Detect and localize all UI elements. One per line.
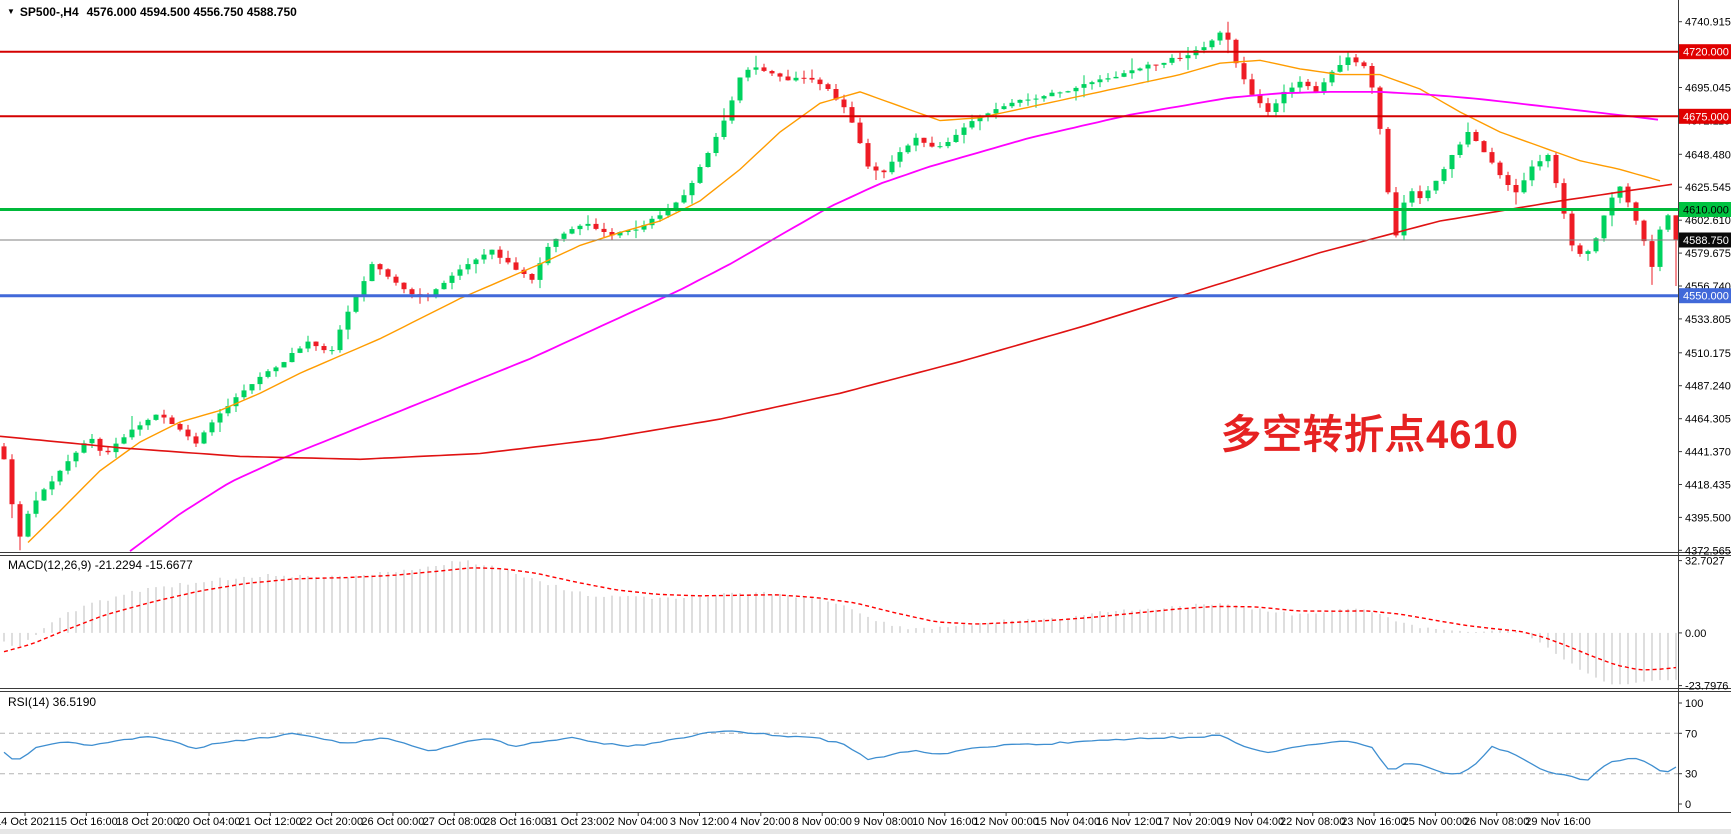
rsi-tick-label: 0 [1685,799,1691,811]
macd-tick-label: 0.00 [1685,628,1706,640]
date-tick-label: 15 Oct 16:00 [55,816,118,828]
bottom-strip [0,829,1731,834]
macd-y-axis: 32.7027 0.00 -23.7976 [1678,556,1728,693]
price-tick-label: 4395.500 [1685,512,1731,524]
level-badge-4610.000-label: 4610.000 [1683,205,1729,217]
price-badges: 4720.000 4675.000 4610.000 4550.000 4588.750 [1679,44,1731,304]
price-tick-label: 4740.915 [1685,17,1731,29]
price-tick-label: 4533.805 [1685,314,1731,326]
price-tick-label: 4602.610 [1685,215,1731,227]
date-tick-label: 15 Nov 04:00 [1035,816,1100,828]
ma-fast-line [27,59,1661,543]
ma-slow-line [0,183,1673,461]
rsi-y-axis: 100 70 30 0 [1678,698,1703,811]
date-tick-label: 2 Nov 04:00 [609,816,668,828]
chart-header: ▼ SP500-,H4 4576.000 4594.500 4556.750 458… [7,5,297,19]
price-tick-label: 4441.370 [1685,447,1731,459]
price-tick-label: 4487.240 [1685,381,1731,393]
date-tick-label: 26 Oct 00:00 [361,816,424,828]
symbol-timeframe-label: SP500-,H4 [19,5,79,19]
macd-signal-line [3,567,1677,671]
date-tick-label: 16 Nov 12:00 [1096,816,1161,828]
date-tick-label: 17 Nov 20:00 [1157,816,1222,828]
price-tick-label: 4625.545 [1685,182,1731,194]
date-tick-label: 18 Oct 20:00 [116,816,179,828]
rsi-tick-label: 70 [1685,728,1697,740]
level-badge-4720.000-label: 4720.000 [1683,47,1729,59]
date-tick-label: 22 Oct 20:00 [300,816,363,828]
price-tick-label: 4695.045 [1685,83,1731,95]
date-tick-label: 19 Nov 04:00 [1219,816,1284,828]
chart-annotation-text: 多空转折点4610 [1221,413,1519,457]
date-tick-label: 26 Nov 08:00 [1464,816,1529,828]
level-badge-4550.000-label: 4550.000 [1683,291,1729,303]
rsi-tick-label: 100 [1685,698,1703,710]
date-tick-label: 23 Nov 16:00 [1341,816,1406,828]
price-tick-label: 4579.675 [1685,248,1731,260]
level-badge-4675.000 [1679,108,1731,124]
date-tick-label: 3 Nov 12:00 [670,816,729,828]
date-tick-label: 14 Oct 2021 [0,816,55,828]
date-tick-label: 29 Nov 16:00 [1525,816,1590,828]
date-tick-label: 12 Nov 00:00 [973,816,1038,828]
date-tick-label: 25 Nov 00:00 [1403,816,1468,828]
macd-tick-label: -23.7976 [1685,681,1728,693]
date-tick-label: 9 Nov 08:00 [854,816,913,828]
macd-tick-label: 32.7027 [1685,556,1725,568]
date-tick-label: 8 Nov 00:00 [793,816,852,828]
date-tick-label: 27 Oct 08:00 [423,816,486,828]
macd-histogram-layer [3,560,1677,685]
date-tick-label: 10 Nov 16:00 [912,816,977,828]
macd-indicator-label: MACD(12,26,9) -21.2294 -15.6677 [8,558,193,572]
date-tick-label: 28 Oct 16:00 [484,816,547,828]
current-price-badge [1679,232,1731,248]
date-tick-label: 20 Oct 04:00 [178,816,241,828]
date-tick-label: 21 Oct 12:00 [239,816,302,828]
date-tick-label: 22 Nov 08:00 [1280,816,1345,828]
price-tick-label: 4418.435 [1685,480,1731,492]
date-tick-label: 4 Nov 20:00 [731,816,790,828]
rsi-line [3,730,1677,781]
price-tick-label: 4510.175 [1685,348,1731,360]
rsi-tick-label: 30 [1685,769,1697,781]
current-price-badge-label: 4588.750 [1683,235,1729,247]
ohlc-values: 4576.000 4594.500 4556.750 4588.750 [86,5,297,19]
ma-mid-line [129,91,1659,552]
level-badge-4550.000 [1679,288,1731,304]
price-tick-label: 4464.305 [1685,414,1731,426]
price-tick-label: 4372.565 [1685,545,1731,557]
date-tick-label: 31 Oct 23:00 [545,816,608,828]
rsi-indicator-label: RSI(14) 36.5190 [8,695,97,709]
price-tick-label: 4648.480 [1685,149,1731,161]
level-badge-4610.000 [1679,202,1731,217]
level-badge-4720.000 [1679,44,1731,60]
level-badge-4675.000-label: 4675.000 [1683,111,1729,123]
collapse-panel-icon[interactable]: ▼ [7,7,15,16]
